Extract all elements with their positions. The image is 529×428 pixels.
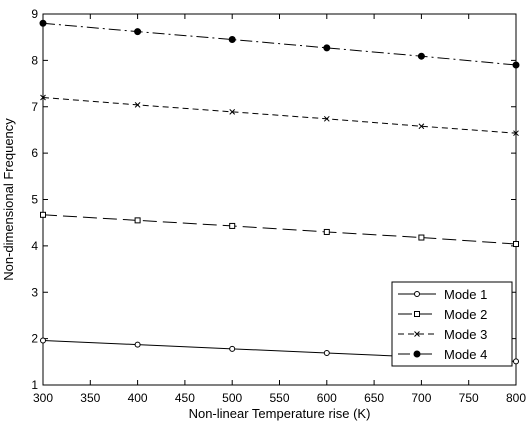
x-tick-label: 450 bbox=[175, 391, 195, 405]
data-point bbox=[323, 115, 330, 122]
x-tick-label: 400 bbox=[128, 391, 148, 405]
data-point bbox=[323, 228, 330, 235]
x-tick-label: 650 bbox=[364, 391, 384, 405]
data-point bbox=[418, 123, 425, 130]
x-axis-label: Non-linear Temperature rise (K) bbox=[189, 406, 371, 421]
data-point bbox=[323, 350, 330, 357]
axis-ticks: 300 350 400 450 500 550 600 650 700 750 800 1 2 3 4 5 6 7… bbox=[31, 7, 526, 405]
y-tick-label: 1 bbox=[31, 378, 38, 392]
legend-label: Mode 3 bbox=[444, 327, 487, 342]
legend-item: Mode 4 bbox=[398, 347, 487, 362]
data-point bbox=[134, 28, 142, 36]
series-mode-2 bbox=[40, 211, 519, 248]
data-point bbox=[512, 61, 520, 69]
y-tick-label: 2 bbox=[31, 332, 38, 346]
x-tick-label: 700 bbox=[411, 391, 431, 405]
y-tick-label: 6 bbox=[31, 146, 38, 160]
series-mode-3 bbox=[40, 94, 519, 137]
legend-marker bbox=[414, 311, 420, 317]
data-point bbox=[513, 358, 519, 365]
series-line bbox=[42, 214, 517, 245]
legend: Mode 1 Mode 2 Mode 3 Mode 4 bbox=[391, 281, 513, 367]
y-tick-label: 5 bbox=[31, 193, 38, 207]
x-tick-label: 300 bbox=[33, 391, 53, 405]
legend-label: Mode 1 bbox=[444, 287, 487, 302]
data-point bbox=[134, 102, 141, 108]
data-point bbox=[513, 130, 519, 137]
data-point bbox=[134, 341, 141, 348]
legend-marker bbox=[414, 331, 420, 337]
data-point bbox=[228, 36, 236, 44]
data-point bbox=[229, 345, 236, 352]
data-point bbox=[40, 94, 46, 101]
x-tick-label: 350 bbox=[80, 391, 100, 405]
legend-box bbox=[391, 281, 513, 367]
y-axis-label: Non-dimensional Frequency bbox=[1, 118, 16, 281]
x-tick-label: 750 bbox=[459, 391, 479, 405]
data-point bbox=[417, 52, 425, 60]
y-tick-label: 9 bbox=[31, 7, 38, 21]
y-tick-label: 4 bbox=[31, 239, 38, 253]
x-tick-label: 800 bbox=[506, 391, 526, 405]
series-line bbox=[42, 22, 517, 66]
data-point bbox=[513, 241, 519, 248]
data-point bbox=[134, 217, 141, 224]
legend-item: Mode 2 bbox=[398, 307, 487, 322]
data-point bbox=[40, 211, 46, 218]
data-point bbox=[229, 222, 236, 229]
legend-label: Mode 4 bbox=[444, 347, 487, 362]
x-tick-label: 550 bbox=[269, 391, 289, 405]
legend-label: Mode 2 bbox=[444, 307, 487, 322]
data-point bbox=[39, 19, 47, 27]
series-layer bbox=[39, 19, 520, 365]
legend-marker bbox=[413, 350, 421, 358]
data-point bbox=[418, 234, 425, 241]
y-tick-label: 8 bbox=[31, 53, 38, 67]
legend-marker bbox=[414, 291, 420, 297]
y-tick-label: 3 bbox=[31, 285, 38, 299]
x-tick-label: 600 bbox=[317, 391, 337, 405]
data-point bbox=[40, 337, 46, 344]
y-tick-label: 7 bbox=[31, 100, 38, 114]
series-line bbox=[42, 96, 517, 134]
data-point bbox=[323, 44, 331, 52]
x-tick-label: 500 bbox=[222, 391, 242, 405]
data-point bbox=[229, 108, 236, 115]
legend-item: Mode 3 bbox=[398, 327, 487, 342]
legend-item: Mode 1 bbox=[398, 287, 487, 302]
series-mode-4 bbox=[39, 19, 520, 69]
